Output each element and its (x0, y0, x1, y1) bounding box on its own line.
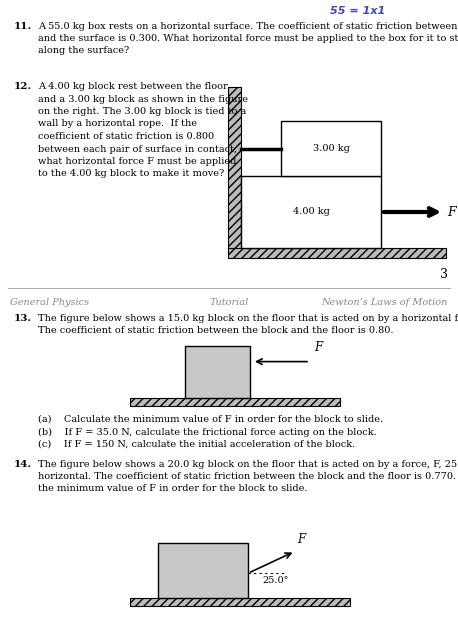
Text: F: F (314, 341, 322, 354)
Text: 14.: 14. (14, 460, 32, 469)
Text: General Physics: General Physics (10, 298, 89, 307)
Text: 25.0°: 25.0° (262, 577, 289, 585)
Text: to the 4.00 kg block to make it move?: to the 4.00 kg block to make it move? (38, 170, 224, 178)
Text: A 4.00 kg block rest between the floor: A 4.00 kg block rest between the floor (38, 82, 228, 91)
Text: F: F (297, 533, 305, 546)
Text: (a)    Calculate the minimum value of F in order for the block to slide.: (a) Calculate the minimum value of F in … (38, 415, 383, 424)
Text: (b)    If F = 35.0 N, calculate the frictional force acting on the block.: (b) If F = 35.0 N, calculate the frictio… (38, 428, 377, 436)
Text: The figure below shows a 20.0 kg block on the floor that is acted on by a force,: The figure below shows a 20.0 kg block o… (38, 460, 458, 493)
Text: 4.00 kg: 4.00 kg (293, 207, 329, 217)
Text: wall by a horizontal rope.  If the: wall by a horizontal rope. If the (38, 120, 197, 128)
Text: 3.00 kg: 3.00 kg (312, 144, 349, 153)
Bar (185, 346, 250, 398)
Text: between each pair of surface in contact,: between each pair of surface in contact, (38, 145, 237, 153)
Text: The figure below shows a 15.0 kg block on the floor that is acted on by a horizo: The figure below shows a 15.0 kg block o… (38, 314, 458, 335)
Text: F: F (447, 205, 456, 218)
Text: 12.: 12. (14, 82, 32, 91)
Text: what horizontal force F must be applied: what horizontal force F must be applied (38, 157, 236, 166)
Text: Newton’s Laws of Motion: Newton’s Laws of Motion (322, 298, 448, 307)
Bar (228, 87, 241, 250)
Text: Tutorial: Tutorial (209, 298, 249, 307)
Bar (130, 598, 350, 606)
Text: on the right. The 3.00 kg block is tied to a: on the right. The 3.00 kg block is tied … (38, 107, 246, 116)
Bar (281, 121, 381, 176)
Bar (228, 248, 446, 258)
Bar (130, 398, 340, 406)
Text: 11.: 11. (14, 22, 32, 31)
Text: and a 3.00 kg block as shown in the figure: and a 3.00 kg block as shown in the figu… (38, 95, 248, 103)
Text: 55 = 1x1: 55 = 1x1 (330, 6, 385, 16)
Text: (c)    If F = 150 N, calculate the initial acceleration of the block.: (c) If F = 150 N, calculate the initial … (38, 440, 355, 449)
Bar (241, 176, 381, 248)
Text: 13.: 13. (14, 314, 32, 323)
Text: 3: 3 (440, 268, 448, 281)
Text: A 55.0 kg box rests on a horizontal surface. The coefficient of static friction : A 55.0 kg box rests on a horizontal surf… (38, 22, 458, 54)
Text: coefficient of static friction is 0.800: coefficient of static friction is 0.800 (38, 132, 214, 141)
Bar (158, 543, 248, 598)
